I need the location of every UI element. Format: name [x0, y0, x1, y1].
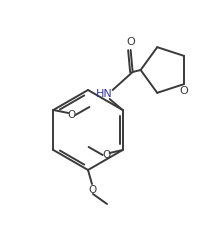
Text: HN: HN [96, 89, 113, 99]
Text: O: O [89, 185, 97, 195]
Text: O: O [103, 150, 111, 160]
Text: O: O [67, 110, 76, 120]
Text: O: O [126, 37, 135, 47]
Text: O: O [180, 86, 189, 96]
